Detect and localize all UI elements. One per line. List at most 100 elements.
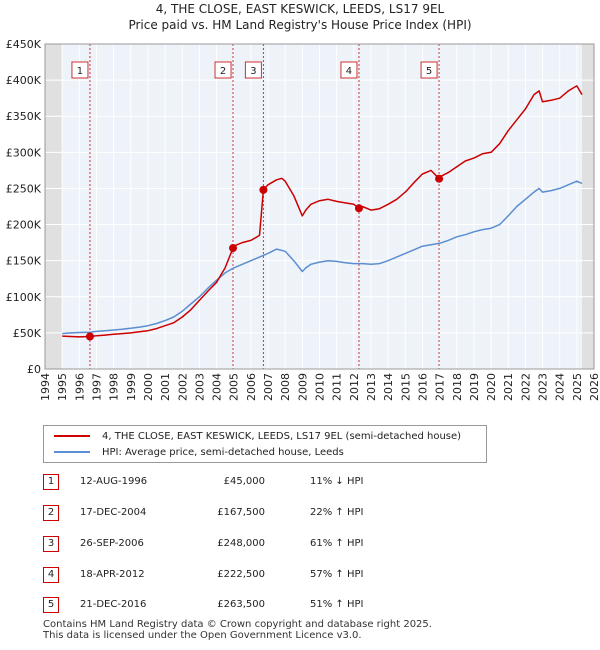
sale-date: 12-AUG-1996	[80, 476, 148, 487]
y-tick-label: £250K	[6, 182, 42, 195]
sale-price: £167,500	[217, 507, 265, 518]
x-tick-label: 2010	[314, 373, 327, 401]
sale-point	[229, 244, 238, 253]
x-tick-label: 2005	[228, 373, 241, 401]
x-tick-label: 2021	[502, 373, 515, 401]
sale-price: £222,500	[217, 569, 265, 580]
sales-row: 3 26-SEP-2006 £248,000 61% ↑ HPI	[0, 536, 600, 554]
sale-label-box	[420, 61, 438, 79]
post-data-band	[581, 44, 594, 369]
footer-licence: This data is licensed under the Open Gov…	[43, 630, 362, 641]
x-tick-label: 2000	[142, 373, 155, 401]
x-tick-label: 2019	[468, 373, 481, 401]
sale-number: 5	[43, 597, 59, 613]
sales-row: 2 17-DEC-2004 £167,500 22% ↑ HPI	[0, 505, 600, 523]
y-tick-label: £400K	[6, 74, 42, 87]
x-tick-label: 2004	[211, 373, 224, 401]
sale-point	[259, 185, 268, 194]
sale-label-box	[244, 61, 262, 79]
x-tick-label: 2026	[588, 373, 600, 401]
x-tick-label: 2012	[348, 373, 361, 401]
sale-point	[435, 174, 444, 183]
y-tick-label: £350K	[6, 110, 42, 123]
sale-number: 4	[43, 567, 59, 583]
y-tick-label: £100K	[6, 291, 42, 304]
x-tick-label: 1994	[39, 373, 52, 401]
y-tick-label: £300K	[6, 146, 42, 159]
property-price-line	[62, 85, 583, 338]
sale-date: 18-APR-2012	[80, 569, 145, 580]
sale-label-box	[71, 61, 89, 79]
sales-row: 1 12-AUG-1996 £45,000 11% ↓ HPI	[0, 474, 600, 492]
sale-hpi-diff: 51% ↑ HPI	[310, 599, 364, 610]
sale-label: 1	[77, 66, 83, 77]
plot-frame	[44, 43, 595, 370]
x-tick-label: 2016	[416, 373, 429, 401]
legend-item-hpi: HPI: Average price, semi-detached house,…	[44, 445, 344, 459]
x-tick-label: 2015	[399, 373, 412, 401]
legend-item-property: 4, THE CLOSE, EAST KESWICK, LEEDS, LS17 …	[44, 429, 461, 443]
legend-hpi-label: HPI: Average price, semi-detached house,…	[102, 446, 344, 458]
footer-copyright: Contains HM Land Registry data © Crown c…	[43, 619, 432, 630]
x-tick-label: 2022	[519, 373, 532, 401]
sales-row: 5 21-DEC-2016 £263,500 51% ↑ HPI	[0, 597, 600, 615]
sale-hpi-diff: 11% ↓ HPI	[310, 476, 364, 487]
sale-price: £263,500	[217, 599, 265, 610]
x-tick-label: 2009	[296, 373, 309, 401]
sale-date: 17-DEC-2004	[80, 507, 147, 518]
pre-data-band	[45, 44, 63, 369]
y-tick-label: £150K	[6, 255, 42, 268]
sale-hpi-diff: 57% ↑ HPI	[310, 569, 364, 580]
sales-row: 4 18-APR-2012 £222,500 57% ↑ HPI	[0, 567, 600, 585]
x-tick-label: 1997	[90, 373, 103, 401]
y-tick-label: £200K	[6, 219, 42, 232]
x-tick-label: 2001	[159, 373, 172, 401]
x-tick-label: 2011	[331, 373, 344, 401]
x-tick-label: 1995	[56, 373, 69, 401]
sale-date: 21-DEC-2016	[80, 599, 147, 610]
x-tick-label: 1999	[125, 373, 138, 401]
x-tick-label: 2003	[193, 373, 206, 401]
sale-label: 2	[220, 66, 226, 77]
x-tick-label: 2017	[434, 373, 447, 401]
x-tick-label: 2024	[554, 373, 567, 401]
y-tick-label: £50K	[13, 327, 42, 340]
sale-label-box	[214, 61, 232, 79]
x-tick-label: 2007	[262, 373, 275, 401]
x-tick-label: 2002	[176, 373, 189, 401]
sale-number: 1	[43, 474, 59, 490]
x-tick-label: 2013	[365, 373, 378, 401]
sale-price: £248,000	[217, 538, 265, 549]
y-tick-label: £0	[27, 363, 41, 376]
hpi-line	[62, 180, 583, 335]
price-chart: 1 2 3 4 5 £0 £50K £100K £150K £200K £250K £300K £350…	[6, 38, 600, 401]
sale-point	[354, 204, 363, 213]
sale-date: 26-SEP-2006	[80, 538, 144, 549]
x-tick-label: 2018	[451, 373, 464, 401]
sale-label-box	[340, 61, 358, 79]
sale-point	[85, 332, 94, 341]
x-tick-label: 2008	[279, 373, 292, 401]
x-tick-label: 1998	[108, 373, 121, 401]
x-tick-label: 2023	[537, 373, 550, 401]
footer: Contains HM Land Registry data © Crown c…	[43, 619, 432, 641]
sale-hpi-diff: 22% ↑ HPI	[310, 507, 364, 518]
legend-property-swatch	[54, 435, 90, 437]
sale-number: 3	[43, 536, 59, 552]
chart-title: 4, THE CLOSE, EAST KESWICK, LEEDS, LS17 …	[155, 2, 445, 16]
sale-label: 4	[346, 66, 352, 77]
sale-label: 3	[250, 66, 256, 77]
sale-hpi-diff: 61% ↑ HPI	[310, 538, 364, 549]
legend-hpi-swatch	[54, 451, 90, 453]
legend: 4, THE CLOSE, EAST KESWICK, LEEDS, LS17 …	[43, 425, 487, 463]
x-tick-label: 2014	[382, 373, 395, 401]
legend-property-label: 4, THE CLOSE, EAST KESWICK, LEEDS, LS17 …	[102, 430, 462, 442]
x-tick-label: 2006	[245, 373, 258, 401]
x-tick-label: 2025	[571, 373, 584, 401]
sale-number: 2	[43, 505, 59, 521]
sale-label: 5	[426, 66, 432, 77]
chart-subtitle: Price paid vs. HM Land Registry's House …	[128, 18, 472, 32]
y-tick-label: £450K	[6, 38, 42, 51]
x-tick-label: 1996	[73, 373, 86, 401]
x-tick-label: 2020	[485, 373, 498, 401]
